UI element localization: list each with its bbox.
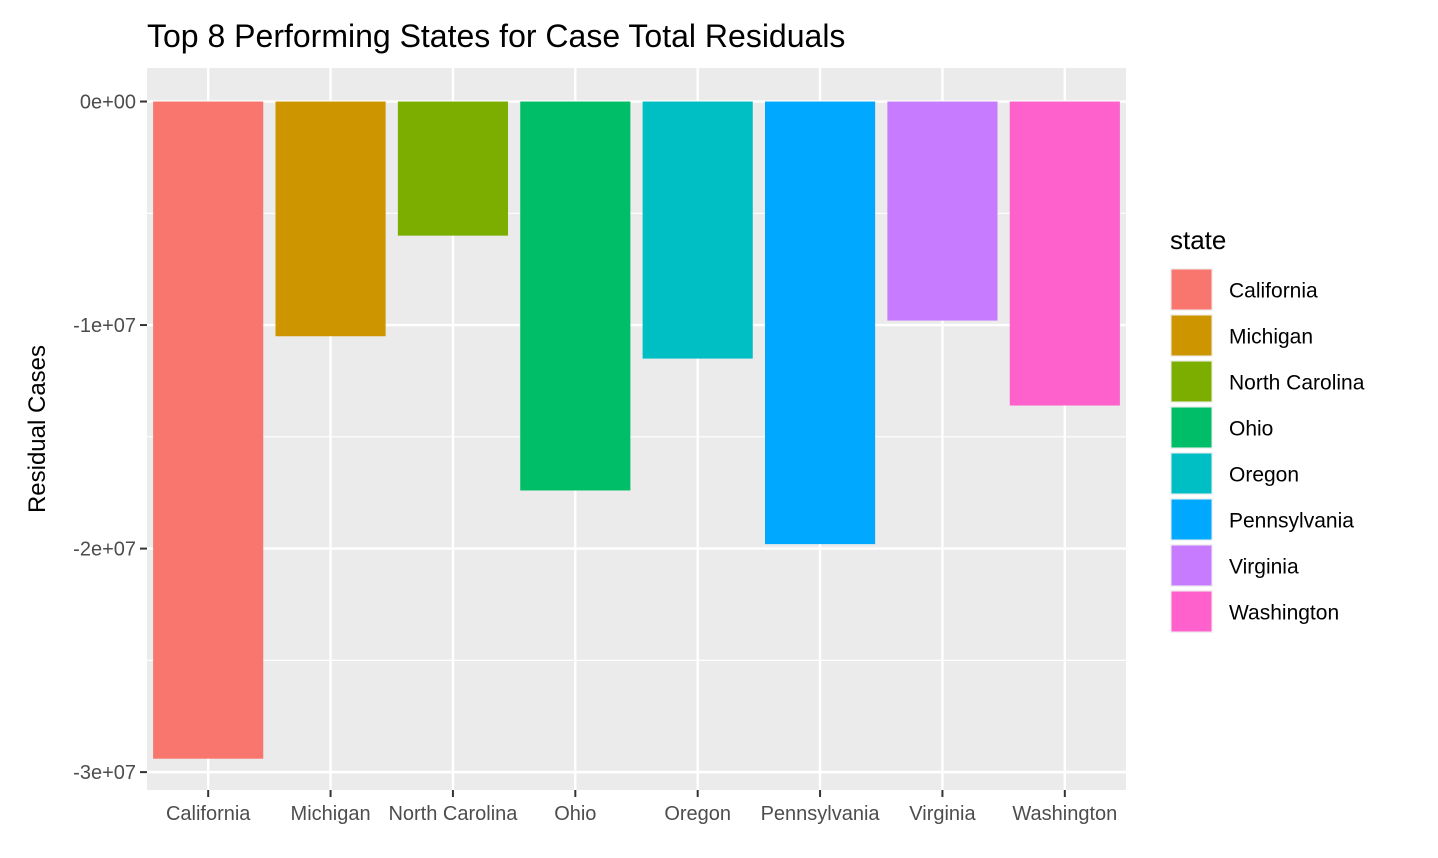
bar-california (153, 101, 264, 759)
legend-swatch (1171, 315, 1212, 356)
legend-swatch (1171, 407, 1212, 448)
y-axis-title: Residual Cases (24, 345, 51, 513)
legend-label: Pennsylvania (1229, 510, 1354, 533)
bar-virginia (887, 101, 998, 321)
legend-swatch (1171, 499, 1212, 540)
y-tick-label: -3e+07 (73, 762, 136, 784)
bars (153, 101, 1120, 759)
y-tick-label: -1e+07 (73, 315, 136, 337)
x-tick-label: Virginia (909, 803, 976, 825)
y-tick-label: 0e+00 (80, 92, 136, 114)
bar-pennsylvania (764, 101, 876, 545)
legend-label: California (1229, 280, 1318, 303)
legend-label: Virginia (1229, 556, 1299, 579)
legend-swatch (1171, 545, 1212, 586)
y-tick-label: -2e+07 (73, 539, 136, 561)
chart-title: Top 8 Performing States for Case Total R… (147, 18, 845, 54)
legend: state California Michigan North Carolina Oh… (1170, 225, 1365, 633)
legend-label: Ohio (1229, 418, 1273, 441)
x-tick-label: North Carolina (388, 803, 518, 825)
bar-oregon (642, 101, 753, 359)
legend-label: North Carolina (1229, 372, 1365, 395)
bar-ohio (520, 101, 631, 491)
x-tick-label: Pennsylvania (761, 803, 881, 825)
bar-michigan (275, 101, 386, 337)
bar-north-carolina (397, 101, 509, 236)
legend-swatch (1171, 361, 1212, 402)
legend-label: Oregon (1229, 464, 1299, 487)
y-axis: 0e+00 -1e+07 -2e+07 -3e+07 (73, 92, 147, 784)
x-tick-label: Michigan (291, 803, 371, 825)
legend-swatch (1171, 453, 1212, 494)
x-axis: California Michigan North Carolina Ohio Oreg… (166, 790, 1117, 825)
x-tick-label: Oregon (664, 803, 731, 825)
x-tick-label: Washington (1012, 803, 1117, 825)
legend-items: California Michigan North Carolina Ohio Oreg… (1170, 268, 1365, 633)
legend-label: Washington (1229, 602, 1339, 625)
x-tick-label: California (166, 803, 251, 825)
legend-title: state (1170, 225, 1226, 255)
legend-label: Michigan (1229, 326, 1313, 349)
legend-swatch (1171, 591, 1212, 632)
x-tick-label: Ohio (554, 803, 596, 825)
legend-swatch (1171, 269, 1212, 310)
bar-washington (1009, 101, 1120, 406)
